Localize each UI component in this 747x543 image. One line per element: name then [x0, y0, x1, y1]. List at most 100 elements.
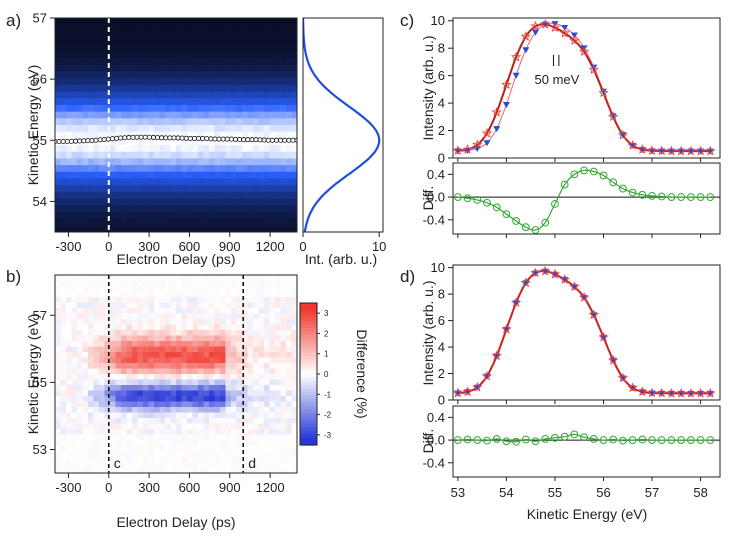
- heatmap-cell: [280, 191, 287, 200]
- difference-cell: [132, 374, 139, 381]
- difference-cell: [176, 335, 183, 342]
- heatmap-cell: [198, 178, 205, 186]
- heatmap-cell: [275, 191, 282, 200]
- heatmap-cell: [99, 98, 106, 106]
- panel-d-difference-point: [512, 437, 521, 446]
- difference-cell: [88, 418, 95, 425]
- peak-position-marker: [60, 139, 66, 145]
- panel-d-spectrum-triangle-point: [512, 300, 520, 307]
- difference-cell: [275, 429, 282, 436]
- heatmap-cell: [225, 98, 232, 106]
- difference-cell: [132, 308, 139, 315]
- difference-cell: [181, 462, 188, 469]
- panel-d-difference-point: [609, 435, 618, 444]
- difference-cell: [104, 302, 111, 309]
- heatmap-cell: [269, 151, 276, 160]
- heatmap-cell: [242, 138, 249, 146]
- heatmap-cell: [77, 165, 84, 173]
- difference-cell: [60, 451, 67, 458]
- heatmap-cell: [176, 145, 183, 153]
- heatmap-cell: [269, 51, 276, 59]
- difference-cell: [55, 412, 62, 419]
- difference-cell: [165, 286, 172, 293]
- peak-position-marker: [64, 139, 70, 145]
- difference-cell: [269, 346, 276, 353]
- difference-cell: [71, 467, 78, 473]
- difference-cell: [275, 412, 282, 419]
- heatmap-cell: [209, 218, 216, 226]
- heatmap-cell: [192, 205, 199, 213]
- heatmap-cell: [55, 131, 62, 139]
- panel-c-diff-ylabel: Diff.: [420, 186, 436, 211]
- difference-cell: [126, 319, 133, 326]
- difference-cell: [159, 319, 166, 326]
- difference-cell: [60, 462, 67, 469]
- heatmap-cell: [71, 18, 78, 26]
- heatmap-cell: [247, 84, 254, 93]
- difference-cell: [88, 302, 95, 309]
- heatmap-cell: [264, 91, 271, 99]
- heatmap-cell: [55, 71, 62, 79]
- difference-cell: [209, 401, 216, 408]
- heatmap-cell: [159, 38, 166, 46]
- difference-cell: [99, 374, 106, 381]
- difference-cell: [286, 275, 293, 282]
- panel-d-spectrum-triangle-point: [493, 353, 501, 360]
- heatmap-cell: [165, 178, 172, 186]
- difference-cell: [121, 341, 128, 348]
- heatmap-cell: [93, 118, 100, 126]
- heatmap-cell: [143, 225, 150, 232]
- heatmap-cell: [132, 51, 139, 59]
- difference-cell: [258, 423, 265, 430]
- heatmap-cell: [115, 151, 122, 160]
- heatmap-cell: [231, 111, 238, 119]
- heatmap-cell: [60, 91, 67, 99]
- heatmap-cell: [93, 98, 100, 106]
- heatmap-cell: [66, 165, 73, 173]
- difference-cell: [187, 313, 194, 320]
- difference-cell: [132, 363, 139, 370]
- heatmap-cell: [170, 78, 177, 86]
- heatmap-cell: [181, 178, 188, 186]
- difference-cell: [236, 291, 243, 298]
- difference-cell: [269, 396, 276, 403]
- heatmap-cell: [148, 178, 155, 186]
- difference-cell: [77, 324, 84, 331]
- difference-cell: [220, 429, 227, 436]
- difference-cell: [77, 445, 84, 452]
- heatmap-cell: [209, 58, 216, 66]
- heatmap-cell: [253, 18, 260, 26]
- heatmap-cell: [198, 125, 205, 133]
- difference-cell: [93, 319, 100, 326]
- heatmap-cell: [60, 58, 67, 66]
- heatmap-cell: [82, 151, 89, 160]
- difference-cell: [231, 291, 238, 298]
- heatmap-cell: [253, 191, 260, 200]
- difference-cell: [181, 396, 188, 403]
- difference-cell: [148, 462, 155, 469]
- difference-cell: [198, 291, 205, 298]
- difference-cell: [154, 385, 161, 392]
- difference-cell: [242, 445, 249, 452]
- heatmap-cell: [291, 24, 297, 32]
- heatmap-cell: [93, 211, 100, 220]
- heatmap-cell: [258, 24, 265, 32]
- panel-d-difference-point: [619, 436, 627, 445]
- heatmap-cell: [88, 71, 95, 79]
- colorbar-tick-label: 3: [324, 309, 329, 318]
- heatmap-cell: [187, 218, 194, 226]
- heatmap-cell: [110, 84, 117, 93]
- heatmap-cell: [159, 91, 166, 99]
- difference-cell: [154, 467, 161, 473]
- panel-d-spectrum-star-point: [530, 267, 541, 278]
- difference-cell: [154, 412, 161, 419]
- difference-cell: [66, 297, 73, 304]
- panel-d-spectrum-star-point: [549, 268, 561, 279]
- difference-cell: [66, 368, 73, 375]
- difference-cell: [132, 297, 139, 304]
- difference-cell: [187, 396, 194, 403]
- heatmap-cell: [236, 165, 243, 173]
- difference-cell: [275, 352, 282, 359]
- difference-cell: [143, 335, 150, 342]
- difference-cell: [231, 418, 238, 425]
